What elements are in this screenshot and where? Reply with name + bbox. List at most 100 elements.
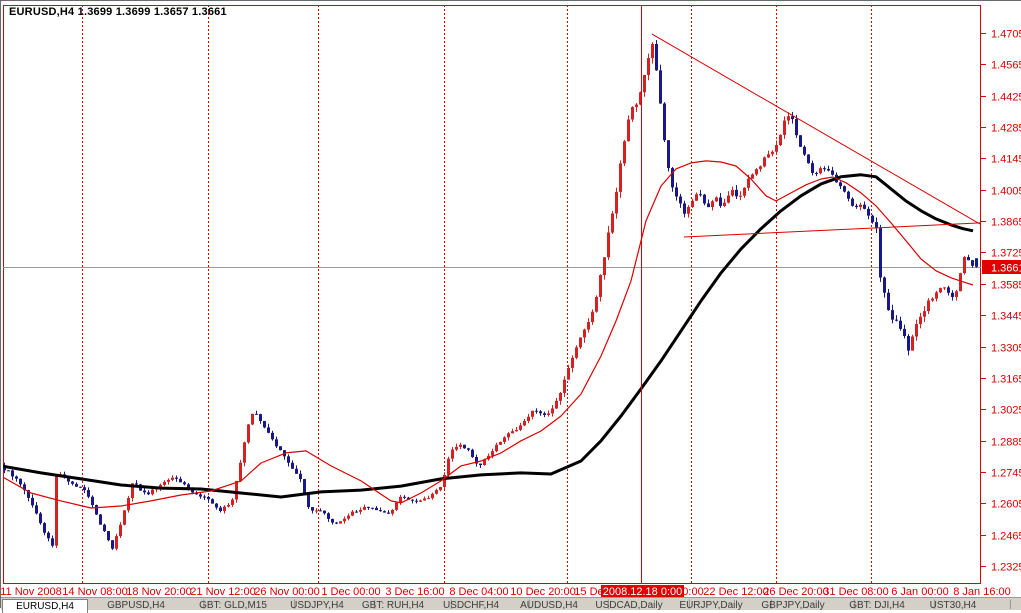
candle-body — [351, 511, 354, 516]
candle-body — [719, 197, 722, 206]
chart-tab-gbt-gld-m15[interactable]: GBT: GLD,M15 — [199, 600, 267, 611]
chart-tab-gbt-dji-h4[interactable]: GBT: DJI,H4 — [849, 600, 905, 611]
chart-tab-audusd-h4[interactable]: AUDUSD,H4 — [520, 600, 578, 611]
candle-body — [275, 439, 278, 447]
candle-body — [659, 70, 662, 104]
candle-body — [647, 58, 650, 76]
candle-body — [103, 524, 106, 532]
candle-body — [787, 116, 790, 121]
candle-body — [739, 195, 742, 197]
candle-body — [875, 222, 878, 229]
candle-body — [211, 499, 214, 504]
trendline[interactable] — [683, 222, 981, 238]
candle-body — [935, 292, 938, 299]
candle-body — [23, 484, 26, 491]
candle-body — [235, 480, 238, 500]
current-price-label: 1.3661 — [991, 263, 1021, 275]
x-axis-label: 18 Nov 20:00 — [126, 586, 191, 598]
x-axis-label: 3 Dec 16:00 — [385, 586, 444, 598]
candle-body — [847, 191, 850, 199]
candle-body — [791, 116, 794, 120]
y-axis-label: 1.3865 — [991, 217, 1021, 229]
candle-body — [395, 502, 398, 510]
chart-tab-gbpjpy-daily[interactable]: GBPJPY,Daily — [761, 600, 825, 611]
candle-body — [691, 200, 694, 208]
candle-body — [639, 92, 642, 105]
candle-body — [71, 481, 74, 484]
candle-body — [827, 168, 830, 171]
candle-body — [855, 205, 858, 208]
candle-body — [567, 367, 570, 380]
candle-body — [239, 462, 242, 481]
chart-tab-gbpusd-h4[interactable]: GBPUSD,H4 — [107, 600, 165, 611]
candle-body — [623, 141, 626, 164]
candle-body — [955, 291, 958, 297]
candle-body — [559, 392, 562, 401]
candle-body — [295, 468, 298, 474]
candle-body — [711, 201, 714, 208]
candle-body — [327, 513, 330, 519]
trendline[interactable] — [651, 33, 981, 225]
candle-body — [31, 497, 34, 506]
candle-body — [463, 444, 466, 449]
candle-body — [439, 486, 442, 491]
x-axis-label: 21 Nov 12:00 — [190, 586, 255, 598]
candle-body — [495, 444, 498, 452]
candle-body — [387, 512, 390, 514]
candle-body — [427, 498, 430, 500]
tab-eurusd-h4-active[interactable]: EURUSD,H4 — [2, 599, 88, 613]
crosshair-date-highlight — [601, 585, 684, 598]
candle-body — [39, 513, 42, 524]
candle-body — [467, 448, 470, 450]
candle-body — [11, 470, 14, 477]
candle-body — [527, 416, 530, 421]
candle-body — [551, 408, 554, 414]
candle-body — [667, 140, 670, 169]
candle-body — [111, 540, 114, 549]
y-axis-label: 1.2745 — [991, 468, 1021, 480]
x-axis-label: 1 Dec 00:00 — [321, 586, 380, 598]
x-axis-label: 10 Dec 20:00 — [510, 586, 575, 598]
candle-body — [615, 191, 618, 214]
candle-body — [675, 187, 678, 197]
candle-body — [363, 506, 366, 510]
candle-body — [723, 202, 726, 206]
candle-body — [15, 476, 18, 479]
candle-body — [115, 536, 118, 549]
candle-body — [859, 204, 862, 208]
chart-tab-eurjpy-daily[interactable]: EURJPY,Daily — [679, 600, 743, 611]
tab-divider: | — [1009, 599, 1012, 610]
candle-body — [543, 413, 546, 415]
candle-body — [911, 336, 914, 351]
candle-body — [435, 490, 438, 494]
candle-body — [535, 410, 538, 412]
candle-body — [67, 476, 70, 482]
candle-body — [743, 187, 746, 196]
chart-tab-ust30-h4[interactable]: UST30,H4 — [929, 600, 977, 611]
ma-slow-line — [3, 173, 974, 499]
chart-tab-usdcad-daily[interactable]: USDCAD,Daily — [595, 600, 663, 611]
x-axis-label: 22 Dec 12:00 — [703, 586, 768, 598]
chart-tab-gbt-ruh-h4[interactable]: GBT: RUH,H4 — [361, 600, 425, 611]
candle-body — [123, 510, 126, 525]
candle-body — [479, 463, 482, 465]
candle-body — [867, 208, 870, 216]
candle-body — [291, 462, 294, 469]
chart-tab-usdjpy-h4[interactable]: USDJPY,H4 — [290, 600, 344, 611]
candle-body — [87, 490, 90, 497]
candle-body — [943, 287, 946, 289]
candle-body — [135, 483, 138, 485]
candle-body — [643, 75, 646, 93]
x-axis-label: 26 Nov 00:00 — [254, 586, 319, 598]
candle-body — [591, 311, 594, 323]
candle-body — [263, 421, 266, 428]
candle-body — [455, 446, 458, 450]
candle-body — [951, 292, 954, 297]
crosshair-date-label: 2008.12.18 0:00 — [603, 586, 683, 598]
candle-body — [419, 500, 422, 502]
chart-tab-usdchf-h4[interactable]: USDCHF,H4 — [442, 600, 500, 611]
candle-body — [579, 337, 582, 348]
y-axis-label: 1.4005 — [991, 186, 1021, 198]
candle-body — [55, 476, 58, 546]
